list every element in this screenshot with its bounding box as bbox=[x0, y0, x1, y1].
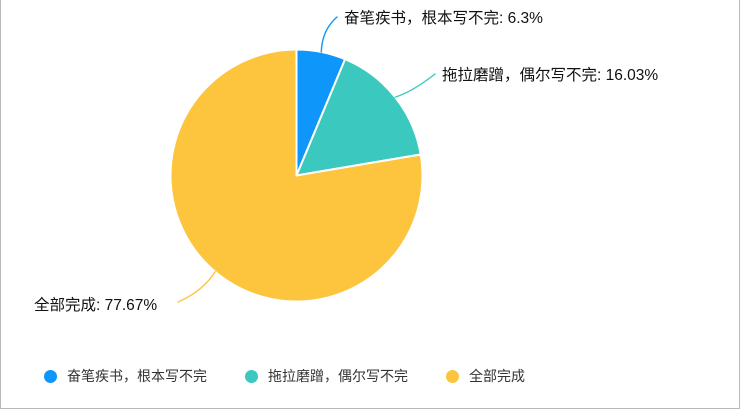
legend-item-0[interactable]: 奋笔疾书，根本写不完 bbox=[44, 366, 207, 386]
label-line-2 bbox=[177, 271, 216, 303]
legend-item-label: 奋笔疾书，根本写不完 bbox=[67, 368, 207, 384]
legend-item-1[interactable]: 拖拉磨蹭，偶尔写不完 bbox=[245, 366, 408, 386]
legend-item-label: 拖拉磨蹭，偶尔写不完 bbox=[268, 368, 408, 384]
legend: 奋笔疾书，根本写不完 拖拉磨蹭，偶尔写不完 全部完成 bbox=[44, 366, 525, 386]
legend-item-label: 全部完成 bbox=[469, 368, 525, 384]
legend-dot-icon bbox=[245, 369, 258, 383]
pie-label-slice-2: 全部完成: 77.67% bbox=[34, 297, 158, 314]
label-line-1 bbox=[394, 73, 436, 98]
pie-label-slice-0: 奋笔疾书，根本写不完: 6.3% bbox=[344, 10, 543, 27]
legend-item-2[interactable]: 全部完成 bbox=[446, 366, 525, 386]
legend-dot-icon bbox=[446, 369, 459, 383]
pie-label-slice-1: 拖拉磨蹭，偶尔写不完: 16.03% bbox=[442, 67, 659, 84]
label-line-0 bbox=[320, 16, 338, 53]
legend-dot-icon bbox=[44, 369, 57, 383]
